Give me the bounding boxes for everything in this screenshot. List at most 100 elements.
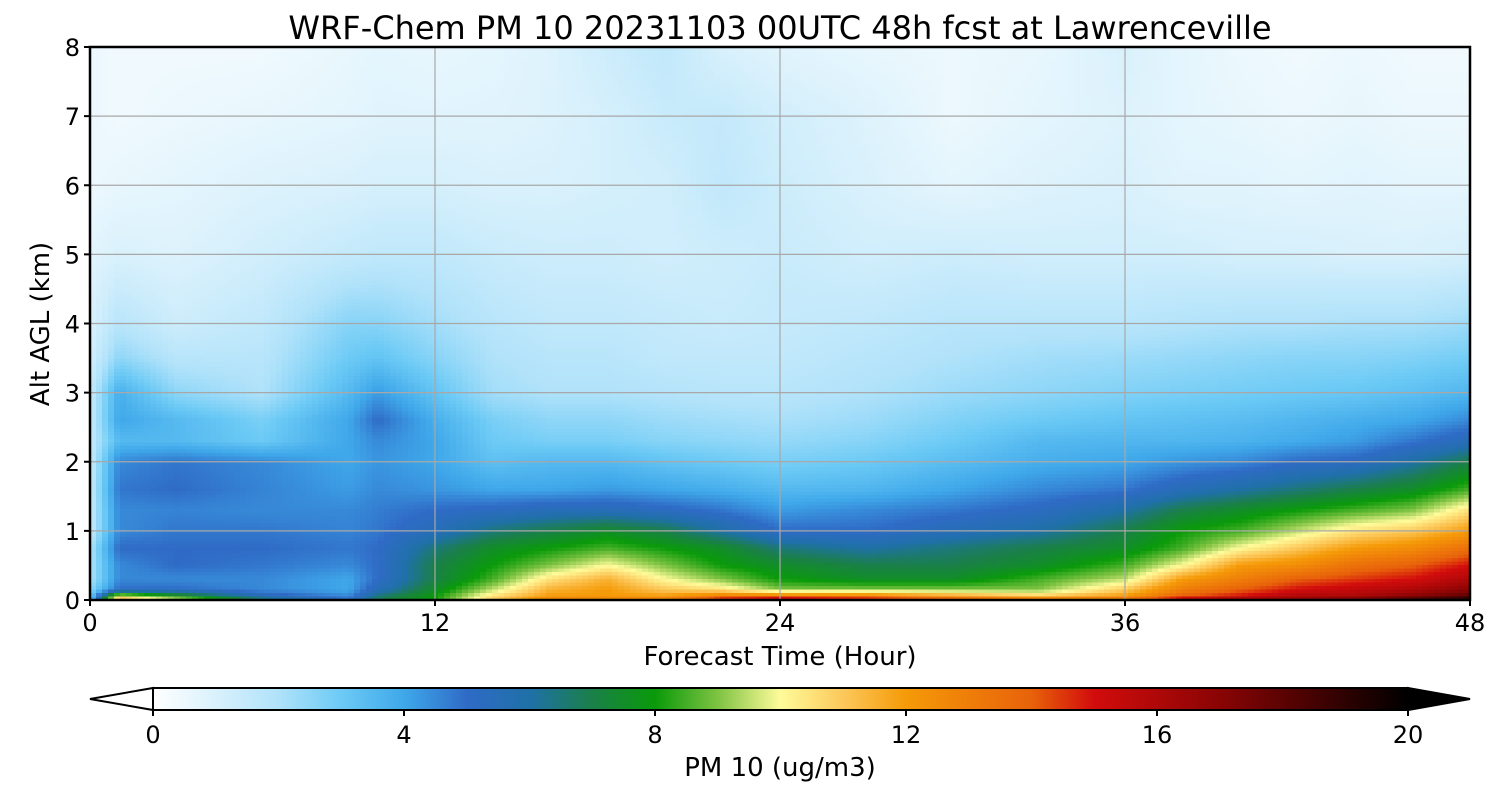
heatmap-cell [1116, 78, 1123, 83]
heatmap-cell [1344, 110, 1351, 115]
heatmap-cell [108, 106, 115, 111]
heatmap-cell [858, 54, 865, 59]
heatmap-cell [348, 57, 355, 62]
heatmap-cell [1416, 103, 1423, 108]
heatmap-cell [1008, 78, 1015, 83]
heatmap-cell [342, 64, 349, 69]
heatmap-cell [1170, 89, 1177, 94]
heatmap-cell [306, 106, 313, 111]
heatmap-cell [720, 96, 727, 101]
heatmap-cell [1098, 85, 1105, 90]
heatmap-cell [132, 110, 139, 115]
heatmap-cell [1308, 110, 1315, 115]
heatmap-cell [414, 64, 421, 69]
heatmap-cell [312, 78, 319, 83]
heatmap-cell [444, 103, 451, 108]
heatmap-cell [858, 92, 865, 97]
heatmap-cell [1242, 110, 1249, 115]
heatmap-cell [588, 85, 595, 90]
heatmap-cell [822, 117, 829, 122]
heatmap-cell [234, 64, 241, 69]
heatmap-cell [642, 89, 649, 94]
heatmap-cell [582, 110, 589, 115]
heatmap-cell [1206, 54, 1213, 59]
heatmap-cell [720, 106, 727, 111]
heatmap-cell [954, 103, 961, 108]
heatmap-cell [474, 61, 481, 66]
heatmap-cell [1314, 57, 1321, 62]
heatmap-cell [516, 106, 523, 111]
heatmap-cell [246, 54, 253, 59]
heatmap-cell [318, 120, 325, 125]
heatmap-cell [1446, 54, 1453, 59]
heatmap-cell [354, 61, 361, 66]
heatmap-cell [972, 57, 979, 62]
heatmap-cell [924, 78, 931, 83]
heatmap-cell [312, 75, 319, 80]
heatmap-cell [852, 78, 859, 83]
heatmap-cell [1194, 54, 1201, 59]
heatmap-cell [1458, 110, 1465, 115]
heatmap-cell [96, 54, 103, 59]
heatmap-cell [222, 78, 229, 83]
heatmap-cell [858, 120, 865, 125]
heatmap-cell [1452, 110, 1459, 115]
heatmap-cell [540, 61, 547, 66]
heatmap-cell [294, 61, 301, 66]
heatmap-cell [894, 82, 901, 87]
heatmap-cell [822, 75, 829, 80]
heatmap-cell [1062, 120, 1069, 125]
heatmap-cell [918, 57, 925, 62]
heatmap-cell [612, 110, 619, 115]
heatmap-cell [798, 99, 805, 104]
heatmap-cell [1452, 85, 1459, 90]
heatmap-cell [276, 75, 283, 80]
heatmap-cell [1080, 99, 1087, 104]
heatmap-cell [102, 89, 109, 94]
heatmap-cell [972, 78, 979, 83]
heatmap-cell [1248, 106, 1255, 111]
heatmap-cell [918, 96, 925, 101]
heatmap-cell [822, 82, 829, 87]
heatmap-cell [426, 57, 433, 62]
heatmap-cell [276, 110, 283, 115]
heatmap-cell [1416, 96, 1423, 101]
heatmap-cell [576, 92, 583, 97]
heatmap-cell [1404, 75, 1411, 80]
heatmap-cell [1014, 89, 1021, 94]
heatmap-cell [1440, 106, 1447, 111]
heatmap-cell [1296, 103, 1303, 108]
heatmap-cell [966, 82, 973, 87]
heatmap-cell [618, 92, 625, 97]
heatmap-cell [1446, 117, 1453, 122]
heatmap-cell [774, 85, 781, 90]
heatmap-cell [786, 64, 793, 69]
heatmap-cell [936, 99, 943, 104]
heatmap-cell [1026, 92, 1033, 97]
heatmap-cell [798, 71, 805, 76]
heatmap-cell [786, 99, 793, 104]
heatmap-cell [330, 120, 337, 125]
heatmap-cell [498, 106, 505, 111]
heatmap-cell [1344, 57, 1351, 62]
heatmap-cell [978, 110, 985, 115]
heatmap-cell [162, 47, 169, 52]
heatmap-cell [168, 92, 175, 97]
heatmap-cell [576, 64, 583, 69]
heatmap-cell [828, 89, 835, 94]
heatmap-cell [1110, 50, 1117, 55]
heatmap-cell [1176, 47, 1183, 52]
heatmap-cell [1428, 117, 1435, 122]
heatmap-cell [1314, 82, 1321, 87]
heatmap-cell [540, 64, 547, 69]
heatmap-cell [210, 50, 217, 55]
heatmap-cell [918, 75, 925, 80]
heatmap-cell [720, 110, 727, 115]
heatmap-cell [240, 82, 247, 87]
heatmap-cell [1020, 61, 1027, 66]
heatmap-cell [402, 71, 409, 76]
heatmap-cell [234, 61, 241, 66]
heatmap-cell [1464, 96, 1470, 101]
heatmap-cell [894, 92, 901, 97]
heatmap-cell [474, 71, 481, 76]
